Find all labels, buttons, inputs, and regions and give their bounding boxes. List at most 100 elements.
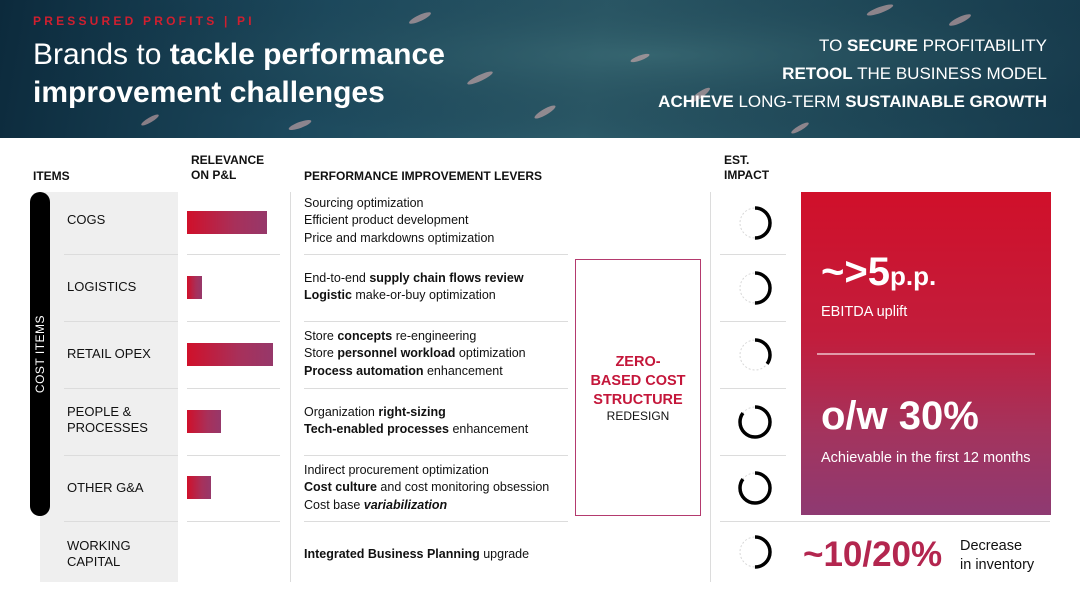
lever-text: Efficient product development — [304, 213, 469, 228]
column-header-relevance: RELEVANCE ON P&L — [191, 153, 264, 183]
row-separator — [304, 521, 568, 522]
lever-item: Tech-enabled processes enhancement — [304, 421, 528, 438]
divider-impact-left — [710, 192, 711, 582]
impact-header-line-2: IMPACT — [724, 168, 770, 182]
section-kicker: PRESSURED PROFITS | PI — [33, 14, 255, 28]
first-year-share-label: Achievable in the first 12 months — [821, 450, 1031, 466]
zbb-title-line-2: BASED COST — [590, 373, 686, 389]
row-separator — [187, 521, 280, 522]
lever-text: enhancement — [423, 363, 503, 378]
tagline-3-bold2: SUSTAINABLE GROWTH — [845, 92, 1047, 111]
impact-panel-divider — [817, 353, 1035, 355]
first-year-share-value: o/w 30% — [821, 394, 979, 438]
lever-emphasis: Logistic — [304, 288, 352, 303]
row-separator — [720, 321, 786, 322]
lever-emphasis: variabilization — [363, 497, 448, 512]
lever-item: Integrated Business Planning upgrade — [304, 546, 529, 563]
lever-item: Cost base variabilization — [304, 497, 549, 514]
impact-gauge-arc — [738, 534, 772, 569]
item-label: OTHER G&A — [67, 480, 144, 496]
tagline-2-plain: THE BUSINESS MODEL — [852, 64, 1047, 83]
lever-list: End-to-end supply chain flows review Logi… — [304, 270, 524, 305]
lever-emphasis: concepts — [337, 329, 393, 343]
flamingo-silhouettes — [141, 4, 971, 134]
impact-gauge-arc — [738, 270, 772, 305]
item-label: LOGISTICS — [67, 279, 136, 295]
title-plain: Brands to — [33, 38, 170, 71]
lever-list: Integrated Business Planning upgrade — [304, 546, 529, 563]
inventory-decrease-label: Decrease in inventory — [960, 537, 1070, 575]
header-banner: PRESSURED PROFITS | PI Brands to tackle … — [0, 0, 1080, 138]
items-panel — [40, 192, 178, 582]
lever-text: Sourcing optimization — [304, 196, 424, 210]
tagline-1-plain: TO — [819, 36, 848, 55]
lever-text: Cost base — [304, 497, 364, 512]
zbb-title: ZERO- BASED COST STRUCTURE — [576, 353, 700, 410]
column-header-items: ITEMS — [33, 169, 70, 183]
tagline-2-bold: RETOOL — [782, 64, 853, 83]
item-label: PEOPLE & PROCESSES — [67, 404, 148, 436]
lever-item: Logistic make-or-buy optimization — [304, 287, 524, 304]
row-separator — [64, 455, 178, 456]
ebitda-uplift-unit: p.p. — [889, 261, 937, 291]
inventory-label-line-1: Decrease — [960, 538, 1023, 554]
tagline-1-bold: SECURE — [847, 36, 918, 55]
item-label-line-1: LOGISTICS — [67, 279, 137, 294]
row-separator — [187, 321, 280, 322]
lever-emphasis: Integrated Business Planning — [304, 547, 480, 561]
tagline-line-2: RETOOL THE BUSINESS MODEL — [658, 60, 1047, 88]
impact-gauge-arc — [738, 206, 772, 240]
lever-text: upgrade — [479, 547, 530, 561]
lever-emphasis: Process automation — [304, 363, 424, 378]
header-background-image — [0, 0, 1080, 138]
zbb-title-line-1: ZERO- — [615, 354, 661, 370]
item-label-line-1: COGS — [67, 212, 106, 227]
lever-item: Indirect procurement optimization — [304, 462, 549, 479]
item-label: WORKING CAPITAL — [67, 538, 131, 570]
lever-item: Organization right-sizing — [304, 404, 528, 421]
impact-gauge-arc — [738, 471, 772, 505]
lever-text: Store — [304, 329, 338, 343]
lever-item: Sourcing optimization — [304, 195, 494, 212]
lever-item: End-to-end supply chain flows review — [304, 270, 524, 287]
tagline-3-bold: ACHIEVE — [658, 92, 734, 111]
relevance-header-line-1: RELEVANCE — [191, 153, 265, 167]
row-separator — [64, 254, 178, 255]
relevance-bar — [187, 275, 202, 299]
lever-text: make-or-buy optimization — [351, 288, 496, 303]
lever-text: Indirect procurement optimization — [304, 463, 489, 477]
cost-items-bracket — [30, 192, 50, 516]
lever-item: Process automation enhancement — [304, 363, 526, 380]
lever-text: End-to-end — [304, 271, 370, 285]
lever-item: Efficient product development — [304, 212, 494, 229]
impact-header-line-1: EST. — [724, 153, 750, 167]
impact-gauge — [738, 337, 772, 372]
page-title: Brands to tackle performance improvement… — [33, 36, 553, 112]
relevance-header-line-2: ON P&L — [191, 168, 237, 182]
divider-levers-left — [290, 192, 291, 582]
lever-item: Store personnel workload optimization — [304, 345, 526, 362]
inventory-label-line-2: in inventory — [960, 557, 1035, 573]
column-header-levers: PERFORMANCE IMPROVEMENT LEVERS — [304, 169, 543, 183]
lever-list: Organization right-sizing Tech-enabled pr… — [304, 404, 528, 439]
row-separator — [720, 455, 786, 456]
row-separator — [187, 388, 280, 389]
tagline-3-plain: LONG-TERM — [733, 92, 846, 111]
impact-highlight-panel: ~>5p.p. EBITDA uplift o/w 30% Achievable… — [801, 192, 1051, 515]
row-separator — [304, 455, 568, 456]
lever-list: Indirect procurement optimization Cost cu… — [304, 462, 549, 514]
row-separator — [64, 388, 178, 389]
lever-emphasis: supply chain flows review — [369, 271, 524, 285]
lever-text: Organization — [304, 405, 379, 419]
row-separator — [64, 321, 178, 322]
tagline-line-3: ACHIEVE LONG-TERM SUSTAINABLE GROWTH — [658, 88, 1047, 116]
lever-emphasis: Tech-enabled processes — [304, 422, 449, 437]
zbb-title-line-3: STRUCTURE — [593, 392, 683, 408]
row-separator — [304, 321, 568, 322]
zbb-subtitle: REDESIGN — [606, 409, 670, 423]
impact-gauge — [738, 270, 772, 305]
title-bold-2: improvement challenges — [33, 76, 385, 109]
relevance-bar — [187, 342, 273, 366]
impact-row-separator — [720, 521, 1050, 522]
lever-emphasis: personnel workload — [337, 346, 456, 361]
